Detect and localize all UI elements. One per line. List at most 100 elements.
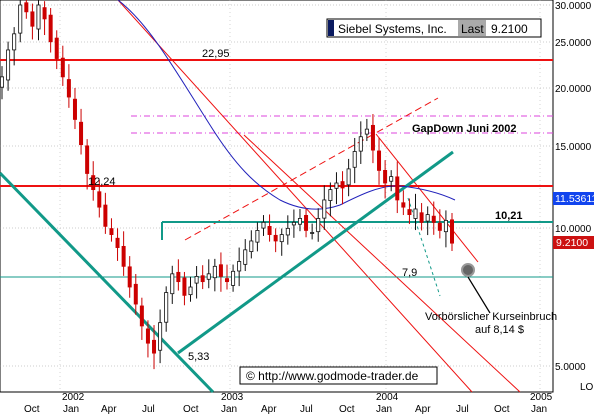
copyright-box	[239, 366, 438, 385]
price-tag-last-text: 9.2100	[556, 237, 588, 249]
candle-body	[243, 249, 248, 265]
candle-body	[370, 124, 375, 151]
candle-body	[60, 57, 65, 78]
candle-body	[212, 265, 217, 279]
header-last-value: 9.2100	[491, 22, 528, 36]
y-tick-label: 25.0000	[555, 38, 592, 49]
candle-body	[48, 14, 53, 43]
x-month-label: Apr	[261, 404, 277, 414]
channel-upper-line	[184, 97, 439, 241]
candle-body	[237, 261, 242, 272]
y-tick-label: 5.0000	[555, 362, 586, 373]
premarket-pointer	[467, 276, 491, 314]
gap-down-label: GapDown Juni 2002	[412, 123, 517, 135]
downtrend-line-1	[117, 0, 473, 393]
moving-average-line	[117, 0, 456, 210]
x-month-label: Oct	[494, 404, 510, 414]
candle-body	[255, 230, 260, 243]
x-year-label: 2005	[530, 392, 553, 403]
recent-downtrend-line	[375, 133, 479, 263]
candle-body	[188, 286, 193, 296]
y-tick-label: 10.0000	[555, 224, 592, 235]
price-tag-ma-text: 11.53611	[555, 193, 594, 205]
price-tag-ma	[553, 192, 594, 205]
candle-body	[6, 49, 11, 81]
x-month-label: Apr	[415, 404, 431, 414]
candle-body	[139, 305, 144, 327]
candle-body	[194, 276, 199, 284]
x-month-label: Jul	[456, 404, 469, 414]
candle-body	[115, 237, 120, 248]
candle-body	[431, 215, 436, 223]
level-10-21-label: 10,21	[495, 210, 523, 222]
x-year-label: 2004	[376, 392, 399, 403]
candle-body	[66, 79, 71, 98]
x-year-label: 2002	[62, 392, 85, 403]
axis-tag-lo: LO	[580, 382, 594, 393]
candle-body	[152, 339, 157, 354]
candle-body	[182, 277, 187, 296]
candle-body	[261, 221, 266, 229]
candle-body	[383, 169, 388, 184]
vertical-gridlines	[59, 0, 541, 392]
candle-body	[72, 98, 77, 120]
candle-body	[443, 219, 448, 233]
candle-body	[304, 214, 309, 231]
x-month-label: Jan	[531, 404, 547, 414]
candle-body	[340, 181, 345, 189]
candle-body	[231, 270, 236, 286]
candlestick-series	[0, 0, 454, 370]
candle-body	[0, 76, 4, 88]
x-month-label: Jul	[142, 404, 155, 414]
candle-body	[334, 182, 339, 189]
header-box	[326, 18, 542, 38]
x-month-label: Oct	[339, 404, 355, 414]
candle-body	[30, 11, 35, 27]
candle-body	[297, 218, 302, 225]
candle-body	[85, 145, 90, 174]
x-year-label: 2003	[221, 392, 244, 403]
header-company-name: Siebel Systems, Inc.	[338, 22, 447, 36]
candle-body	[316, 218, 321, 233]
candle-body	[364, 128, 369, 135]
premarket-marker	[461, 263, 475, 277]
candle-body	[79, 121, 84, 146]
x-month-label: Oct	[183, 404, 199, 414]
teal-uptrend-line	[177, 150, 454, 355]
candle-body	[249, 240, 254, 253]
premarket-drop-label: Vorbörslicher Kurseinbruch	[425, 311, 557, 323]
candle-body	[164, 292, 169, 323]
candle-body	[419, 212, 424, 223]
premarket-drop-value: auf 8,14 $	[475, 324, 524, 336]
gridlines	[0, 4, 553, 367]
candle-body	[158, 322, 163, 351]
candle-body	[328, 189, 333, 201]
header-accent	[328, 20, 334, 36]
x-axis: 2002 2003 2004 2005 Oct Jan Apr Jul Oct …	[24, 392, 553, 414]
candle-body	[425, 214, 430, 222]
level-22-95-label: 22,95	[202, 48, 230, 60]
candle-body	[285, 227, 290, 236]
y-axis: 30.0000 25.0000 20.0000 15.0000 10.0000 …	[555, 1, 594, 393]
candle-body	[224, 278, 229, 283]
candle-body	[54, 37, 59, 59]
candle-body	[291, 221, 296, 226]
candle-body	[121, 245, 126, 267]
candle-body	[449, 219, 454, 244]
y-tick-label: 20.0000	[555, 84, 592, 95]
plot-area	[0, 0, 554, 393]
candle-body	[358, 136, 363, 152]
candle-body	[218, 264, 223, 277]
teal-dashed-projection	[407, 197, 441, 297]
candle-body	[97, 191, 102, 208]
header-last-label: Last	[461, 22, 484, 36]
candle-body	[12, 33, 17, 51]
copyright-text: © http://www.godmode-trader.de	[246, 369, 419, 383]
x-month-label: Apr	[101, 404, 117, 414]
y-tick-label: 15.0000	[555, 142, 592, 153]
candle-body	[109, 228, 114, 235]
candle-body	[401, 202, 406, 208]
x-month-label: Oct	[24, 404, 40, 414]
level-5-33-label: 5,33	[188, 351, 209, 363]
candle-body	[377, 150, 382, 171]
